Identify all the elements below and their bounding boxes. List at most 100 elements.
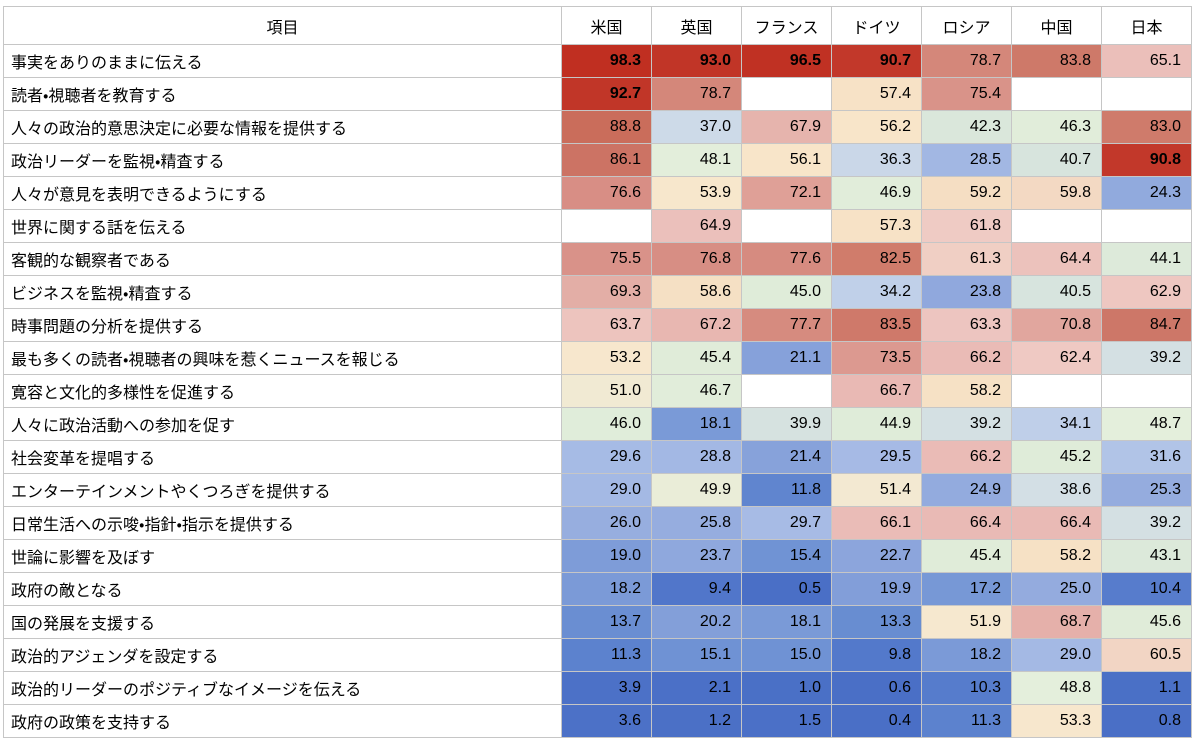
heatmap-cell: 75.5 [561, 242, 652, 276]
heatmap-cell: 86.1 [561, 143, 652, 177]
row-label: ビジネスを監視・精査する [3, 275, 562, 309]
heatmap-cell: 40.7 [1011, 143, 1102, 177]
heatmap-cell: 58.2 [1011, 539, 1102, 573]
heatmap-cell: 59.8 [1011, 176, 1102, 210]
header-row: 項目 米国 英国 フランス ドイツ ロシア 中国 日本 [3, 6, 1192, 45]
heatmap-cell: 38.6 [1011, 473, 1102, 507]
heatmap-cell: 83.0 [1101, 110, 1192, 144]
heatmap-cell: 29.5 [831, 440, 922, 474]
column-header-country-6: 日本 [1101, 6, 1192, 45]
table-row: 日常生活への示唆・指針・指示を提供する 26.0 25.8 29.7 66.1 66.4 6… [3, 506, 1192, 540]
heatmap-cell: 51.4 [831, 473, 922, 507]
heatmap-cell: 45.4 [651, 341, 742, 375]
heatmap-cell: 43.1 [1101, 539, 1192, 573]
heatmap-cell: 37.0 [651, 110, 742, 144]
heatmap-cell-empty [741, 209, 832, 243]
row-label: 人々が意見を表明できるようにする [3, 176, 562, 210]
heatmap-cell: 63.7 [561, 308, 652, 342]
heatmap-cell: 24.9 [921, 473, 1012, 507]
heatmap-cell: 64.4 [1011, 242, 1102, 276]
heatmap-cell: 83.8 [1011, 44, 1102, 78]
table-row: 事実をありのままに伝える 98.3 93.0 96.5 90.7 78.7 83.8 65.1 [3, 44, 1192, 78]
heatmap-cell: 28.5 [921, 143, 1012, 177]
heatmap-cell: 20.2 [651, 605, 742, 639]
row-label: 政府の敵となる [3, 572, 562, 606]
table-row: 人々に政治活動への参加を促す 46.0 18.1 39.9 44.9 39.2 34.1 48… [3, 407, 1192, 441]
heatmap-cell: 90.7 [831, 44, 922, 78]
heatmap-cell: 46.9 [831, 176, 922, 210]
heatmap-cell: 90.8 [1101, 143, 1192, 177]
heatmap-cell: 44.1 [1101, 242, 1192, 276]
heatmap-cell: 3.9 [561, 671, 652, 705]
heatmap-cell: 69.3 [561, 275, 652, 309]
heatmap-cell: 96.5 [741, 44, 832, 78]
heatmap-cell: 77.7 [741, 308, 832, 342]
heatmap-cell: 78.7 [651, 77, 742, 111]
heatmap-cell: 18.2 [561, 572, 652, 606]
heatmap-cell: 39.2 [921, 407, 1012, 441]
row-label: 政治的アジェンダを設定する [3, 638, 562, 672]
heatmap-cell: 59.2 [921, 176, 1012, 210]
journalism-roles-heatmap-table: 項目 米国 英国 フランス ドイツ ロシア 中国 日本 事実をありのままに伝える 98.3 93.… [3, 6, 1192, 738]
heatmap-cell: 19.0 [561, 539, 652, 573]
table-row: エンターテインメントやくつろぎを提供する 29.0 49.9 11.8 51.4 24.9… [3, 473, 1192, 507]
heatmap-cell: 46.7 [651, 374, 742, 408]
heatmap-cell-empty [1101, 77, 1192, 111]
heatmap-cell: 98.3 [561, 44, 652, 78]
heatmap-cell: 2.1 [651, 671, 742, 705]
heatmap-cell: 78.7 [921, 44, 1012, 78]
row-label: 政治リーダーを監視・精査する [3, 143, 562, 177]
row-label: 日常生活への示唆・指針・指示を提供する [3, 506, 562, 540]
table-row: 国の発展を支援する 13.7 20.2 18.1 13.3 51.9 68.7 45.6 [3, 605, 1192, 639]
table-row: 客観的な観察者である 75.5 76.8 77.6 82.5 61.3 64.4 44.1 [3, 242, 1192, 276]
heatmap-cell-empty [1011, 77, 1102, 111]
heatmap-cell: 93.0 [651, 44, 742, 78]
heatmap-cell: 1.5 [741, 704, 832, 738]
heatmap-cell: 10.4 [1101, 572, 1192, 606]
table-row: 時事問題の分析を提供する 63.7 67.2 77.7 83.5 63.3 70.8 84.7 [3, 308, 1192, 342]
heatmap-cell: 13.3 [831, 605, 922, 639]
heatmap-cell: 53.9 [651, 176, 742, 210]
heatmap-cell: 76.8 [651, 242, 742, 276]
heatmap-cell: 48.8 [1011, 671, 1102, 705]
column-header-country-4: ロシア [921, 6, 1012, 45]
table-row: 世界に関する話を伝える 64.9 57.3 61.8 [3, 209, 1192, 243]
heatmap-cell: 10.3 [921, 671, 1012, 705]
heatmap-cell: 46.3 [1011, 110, 1102, 144]
table-row: 政府の政策を支持する 3.6 1.2 1.5 0.4 11.3 53.3 0.8 [3, 704, 1192, 738]
row-label: 世界に関する話を伝える [3, 209, 562, 243]
heatmap-cell: 1.1 [1101, 671, 1192, 705]
heatmap-cell: 1.0 [741, 671, 832, 705]
heatmap-cell: 0.6 [831, 671, 922, 705]
heatmap-cell: 34.2 [831, 275, 922, 309]
row-label: 人々の政治的意思決定に必要な情報を提供する [3, 110, 562, 144]
row-label: 政治的リーダーのポジティブなイメージを伝える [3, 671, 562, 705]
heatmap-cell: 73.5 [831, 341, 922, 375]
heatmap-cell: 48.7 [1101, 407, 1192, 441]
heatmap-cell: 64.9 [651, 209, 742, 243]
heatmap-cell: 56.2 [831, 110, 922, 144]
heatmap-cell: 9.8 [831, 638, 922, 672]
row-label: 読者・視聴者を教育する [3, 77, 562, 111]
heatmap-cell: 42.3 [921, 110, 1012, 144]
heatmap-cell: 44.9 [831, 407, 922, 441]
heatmap-cell: 48.1 [651, 143, 742, 177]
table-row: 社会変革を提唱する 29.6 28.8 21.4 29.5 66.2 45.2 31.6 [3, 440, 1192, 474]
heatmap-cell: 88.8 [561, 110, 652, 144]
heatmap-cell: 76.6 [561, 176, 652, 210]
row-label: 最も多くの読者・視聴者の興味を惹くニュースを報じる [3, 341, 562, 375]
table-row: 読者・視聴者を教育する 92.7 78.7 57.4 75.4 [3, 77, 1192, 111]
heatmap-cell: 34.1 [1011, 407, 1102, 441]
heatmap-cell: 29.0 [1011, 638, 1102, 672]
row-label: 客観的な観察者である [3, 242, 562, 276]
heatmap-cell: 36.3 [831, 143, 922, 177]
row-label: 人々に政治活動への参加を促す [3, 407, 562, 441]
heatmap-cell: 53.3 [1011, 704, 1102, 738]
table-row: 最も多くの読者・視聴者の興味を惹くニュースを報じる 53.2 45.4 21.1 73.… [3, 341, 1192, 375]
heatmap-cell: 45.4 [921, 539, 1012, 573]
heatmap-cell: 66.2 [921, 440, 1012, 474]
heatmap-cell: 68.7 [1011, 605, 1102, 639]
heatmap-cell: 39.2 [1101, 506, 1192, 540]
heatmap-cell: 11.3 [921, 704, 1012, 738]
heatmap-cell: 9.4 [651, 572, 742, 606]
